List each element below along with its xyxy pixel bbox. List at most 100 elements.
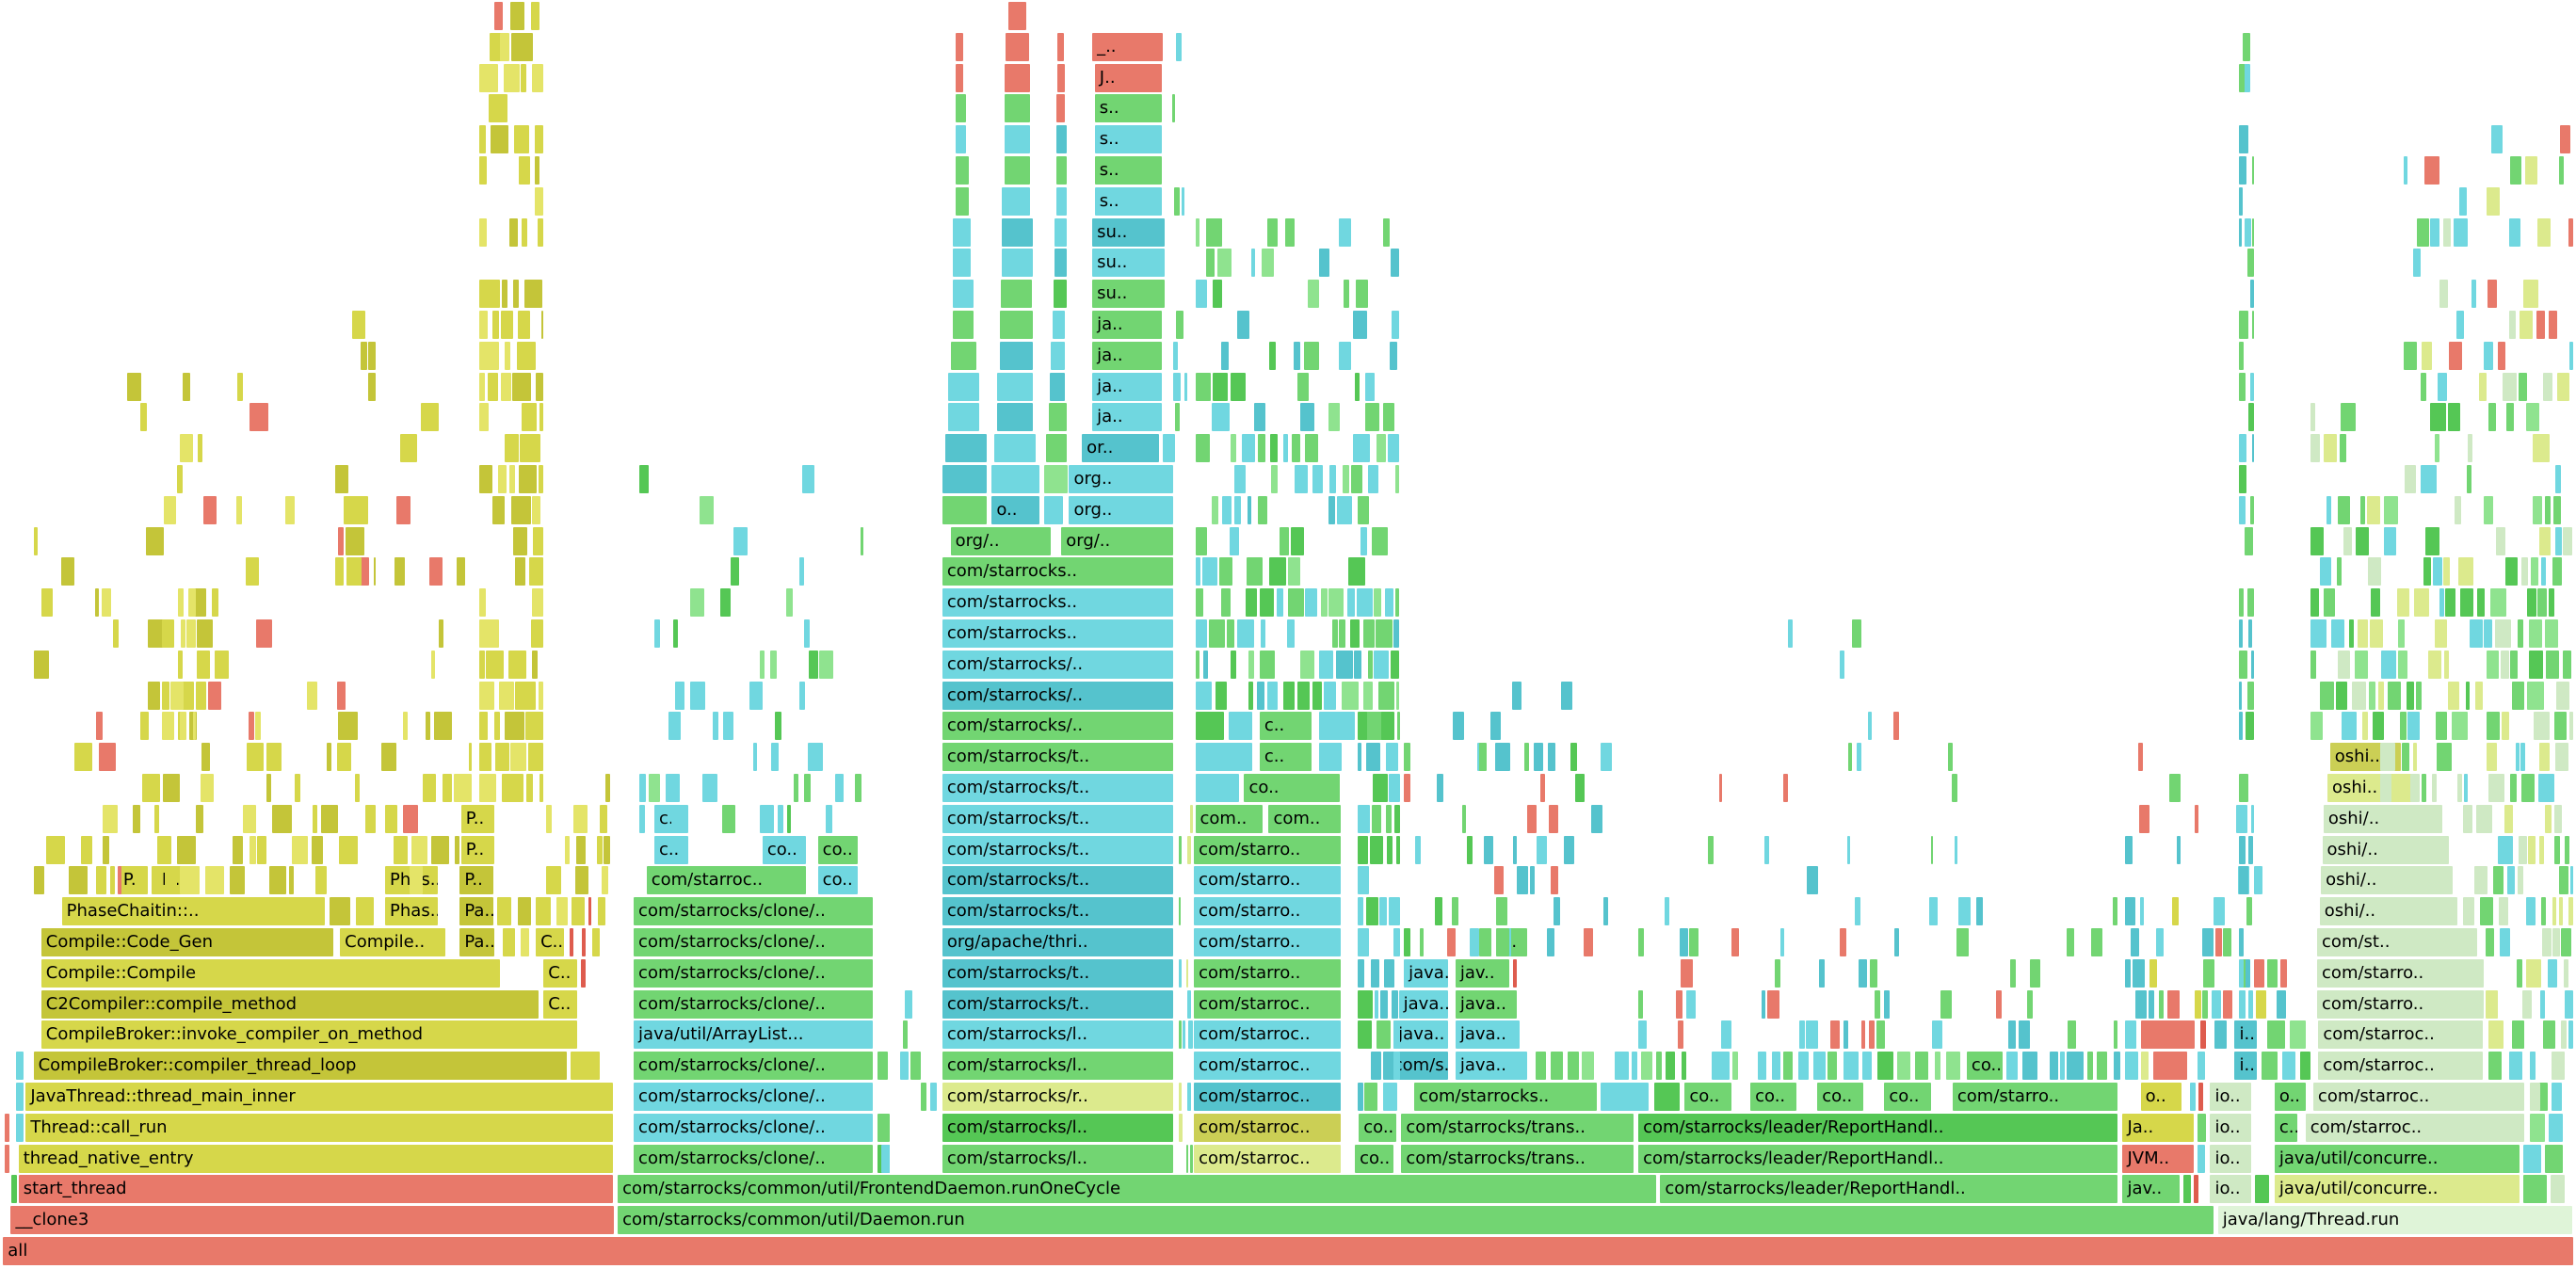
frame-unlabeled[interactable]	[2517, 958, 2523, 988]
frame-unlabeled[interactable]	[1603, 897, 1609, 926]
frame-unlabeled[interactable]	[1299, 650, 1315, 679]
frame-unlabeled[interactable]	[638, 465, 650, 493]
frame-unlabeled[interactable]	[373, 557, 377, 586]
frame-unlabeled[interactable]	[2435, 619, 2448, 648]
frame-unlabeled[interactable]	[520, 928, 530, 956]
frame-unlabeled[interactable]	[1393, 804, 1400, 833]
frame-unlabeled[interactable]	[2435, 712, 2447, 741]
frame-unlabeled[interactable]	[1292, 434, 1300, 463]
frame-unlabeled[interactable]	[1680, 958, 1694, 988]
frame-unlabeled[interactable]	[2248, 835, 2254, 864]
frame-unlabeled[interactable]	[1282, 434, 1288, 463]
frame-unlabeled[interactable]	[1055, 217, 1067, 247]
frame-unlabeled[interactable]	[1227, 619, 1235, 648]
frame-unlabeled[interactable]	[539, 403, 544, 432]
frame-unlabeled[interactable]	[145, 526, 165, 555]
frame-unlabeled[interactable]	[2447, 681, 2460, 710]
frame-unlabeled[interactable]	[1344, 280, 1350, 309]
frame-unlabeled[interactable]	[1958, 897, 1972, 926]
frame-unlabeled[interactable]	[999, 341, 1034, 370]
frame-unlabeled[interactable]	[1363, 681, 1373, 710]
frame-unlabeled[interactable]	[1678, 1020, 1684, 1050]
frame-unlabeled[interactable]	[1055, 94, 1066, 123]
frame-unlabeled[interactable]	[1934, 1052, 1941, 1081]
frame-unlabeled[interactable]	[2525, 403, 2540, 432]
frame-unlabeled[interactable]	[1357, 928, 1370, 956]
frame-unlabeled[interactable]	[1956, 928, 1969, 956]
frame-unlabeled[interactable]	[2529, 1052, 2536, 1081]
frame-unlabeled[interactable]	[2138, 743, 2144, 772]
frame-unlabeled[interactable]	[1187, 989, 1191, 1019]
frame-unlabeled[interactable]	[2403, 156, 2407, 185]
frame-unlabeled[interactable]	[2310, 588, 2320, 618]
frame-unlabeled[interactable]	[671, 804, 681, 833]
frame-unlabeled[interactable]	[2541, 897, 2546, 926]
frame-unlabeled[interactable]	[1208, 619, 1225, 648]
frame-unlabeled[interactable]	[2238, 835, 2246, 864]
frame-unlabeled[interactable]	[505, 712, 524, 741]
frame-unlabeled[interactable]	[411, 835, 427, 864]
frame-unlabeled[interactable]	[2549, 1113, 2564, 1142]
frame[interactable]: co..	[1884, 1083, 1931, 1111]
frame[interactable]: com/starrocks/t..	[942, 989, 1173, 1019]
frame-unlabeled[interactable]	[2238, 63, 2245, 92]
frame-unlabeled[interactable]	[2373, 712, 2384, 741]
frame[interactable]: com/starrocks/t..	[942, 958, 1173, 988]
frame[interactable]: _..	[1092, 32, 1164, 61]
frame-unlabeled[interactable]	[1287, 588, 1304, 618]
frame-unlabeled[interactable]	[514, 125, 529, 154]
frame-unlabeled[interactable]	[1364, 1083, 1378, 1111]
frame-unlabeled[interactable]	[2125, 1020, 2137, 1050]
frame-unlabeled[interactable]	[2177, 835, 2181, 864]
frame[interactable]: java..	[1455, 1020, 1521, 1050]
frame-unlabeled[interactable]	[1376, 619, 1393, 648]
frame-unlabeled[interactable]	[794, 774, 799, 802]
frame-unlabeled[interactable]	[1390, 341, 1397, 370]
frame-unlabeled[interactable]	[257, 835, 266, 864]
frame-unlabeled[interactable]	[1374, 650, 1389, 679]
frame-unlabeled[interactable]	[953, 311, 974, 339]
frame-unlabeled[interactable]	[2497, 835, 2513, 864]
frame-unlabeled[interactable]	[162, 712, 174, 741]
frame[interactable]: all	[3, 1237, 2573, 1265]
frame-unlabeled[interactable]	[1638, 928, 1644, 956]
frame[interactable]: Phas..	[385, 897, 439, 926]
frame-unlabeled[interactable]	[2125, 1052, 2138, 1081]
frame-unlabeled[interactable]	[1915, 1052, 1928, 1081]
frame-unlabeled[interactable]	[2570, 866, 2574, 895]
frame[interactable]: ja..	[1092, 341, 1162, 370]
frame-unlabeled[interactable]	[2483, 341, 2493, 370]
frame-unlabeled[interactable]	[801, 465, 815, 493]
frame-unlabeled[interactable]	[2518, 866, 2523, 895]
frame-unlabeled[interactable]	[1685, 989, 1696, 1019]
frame-unlabeled[interactable]	[1195, 280, 1208, 309]
frame-unlabeled[interactable]	[1178, 958, 1183, 988]
frame-unlabeled[interactable]	[1875, 989, 1881, 1019]
frame-unlabeled[interactable]	[1283, 681, 1295, 710]
frame-unlabeled[interactable]	[719, 588, 731, 618]
frame-unlabeled[interactable]	[534, 186, 544, 216]
frame-unlabeled[interactable]	[2487, 1052, 2502, 1081]
frame-unlabeled[interactable]	[1279, 526, 1290, 555]
frame-unlabeled[interactable]	[1976, 897, 1984, 926]
frame-unlabeled[interactable]	[1219, 557, 1232, 586]
frame-unlabeled[interactable]	[2521, 989, 2532, 1019]
frame-unlabeled[interactable]	[1324, 681, 1337, 710]
frame-unlabeled[interactable]	[1461, 804, 1467, 833]
frame-unlabeled[interactable]	[478, 311, 489, 339]
frame-unlabeled[interactable]	[1303, 341, 1319, 370]
frame-unlabeled[interactable]	[2027, 989, 2034, 1019]
frame-unlabeled[interactable]	[2529, 619, 2542, 648]
frame-unlabeled[interactable]	[1195, 743, 1252, 772]
frame-unlabeled[interactable]	[2545, 1144, 2564, 1173]
frame-unlabeled[interactable]	[1339, 217, 1352, 247]
frame-unlabeled[interactable]	[346, 557, 362, 586]
frame-unlabeled[interactable]	[1640, 1052, 1653, 1081]
frame[interactable]: com/starroc..	[1194, 989, 1342, 1019]
frame-unlabeled[interactable]	[423, 774, 437, 802]
frame-unlabeled[interactable]	[2246, 958, 2251, 988]
frame-unlabeled[interactable]	[180, 619, 185, 648]
frame-unlabeled[interactable]	[2214, 928, 2222, 956]
frame-unlabeled[interactable]	[2429, 403, 2446, 432]
frame-unlabeled[interactable]	[478, 588, 487, 618]
